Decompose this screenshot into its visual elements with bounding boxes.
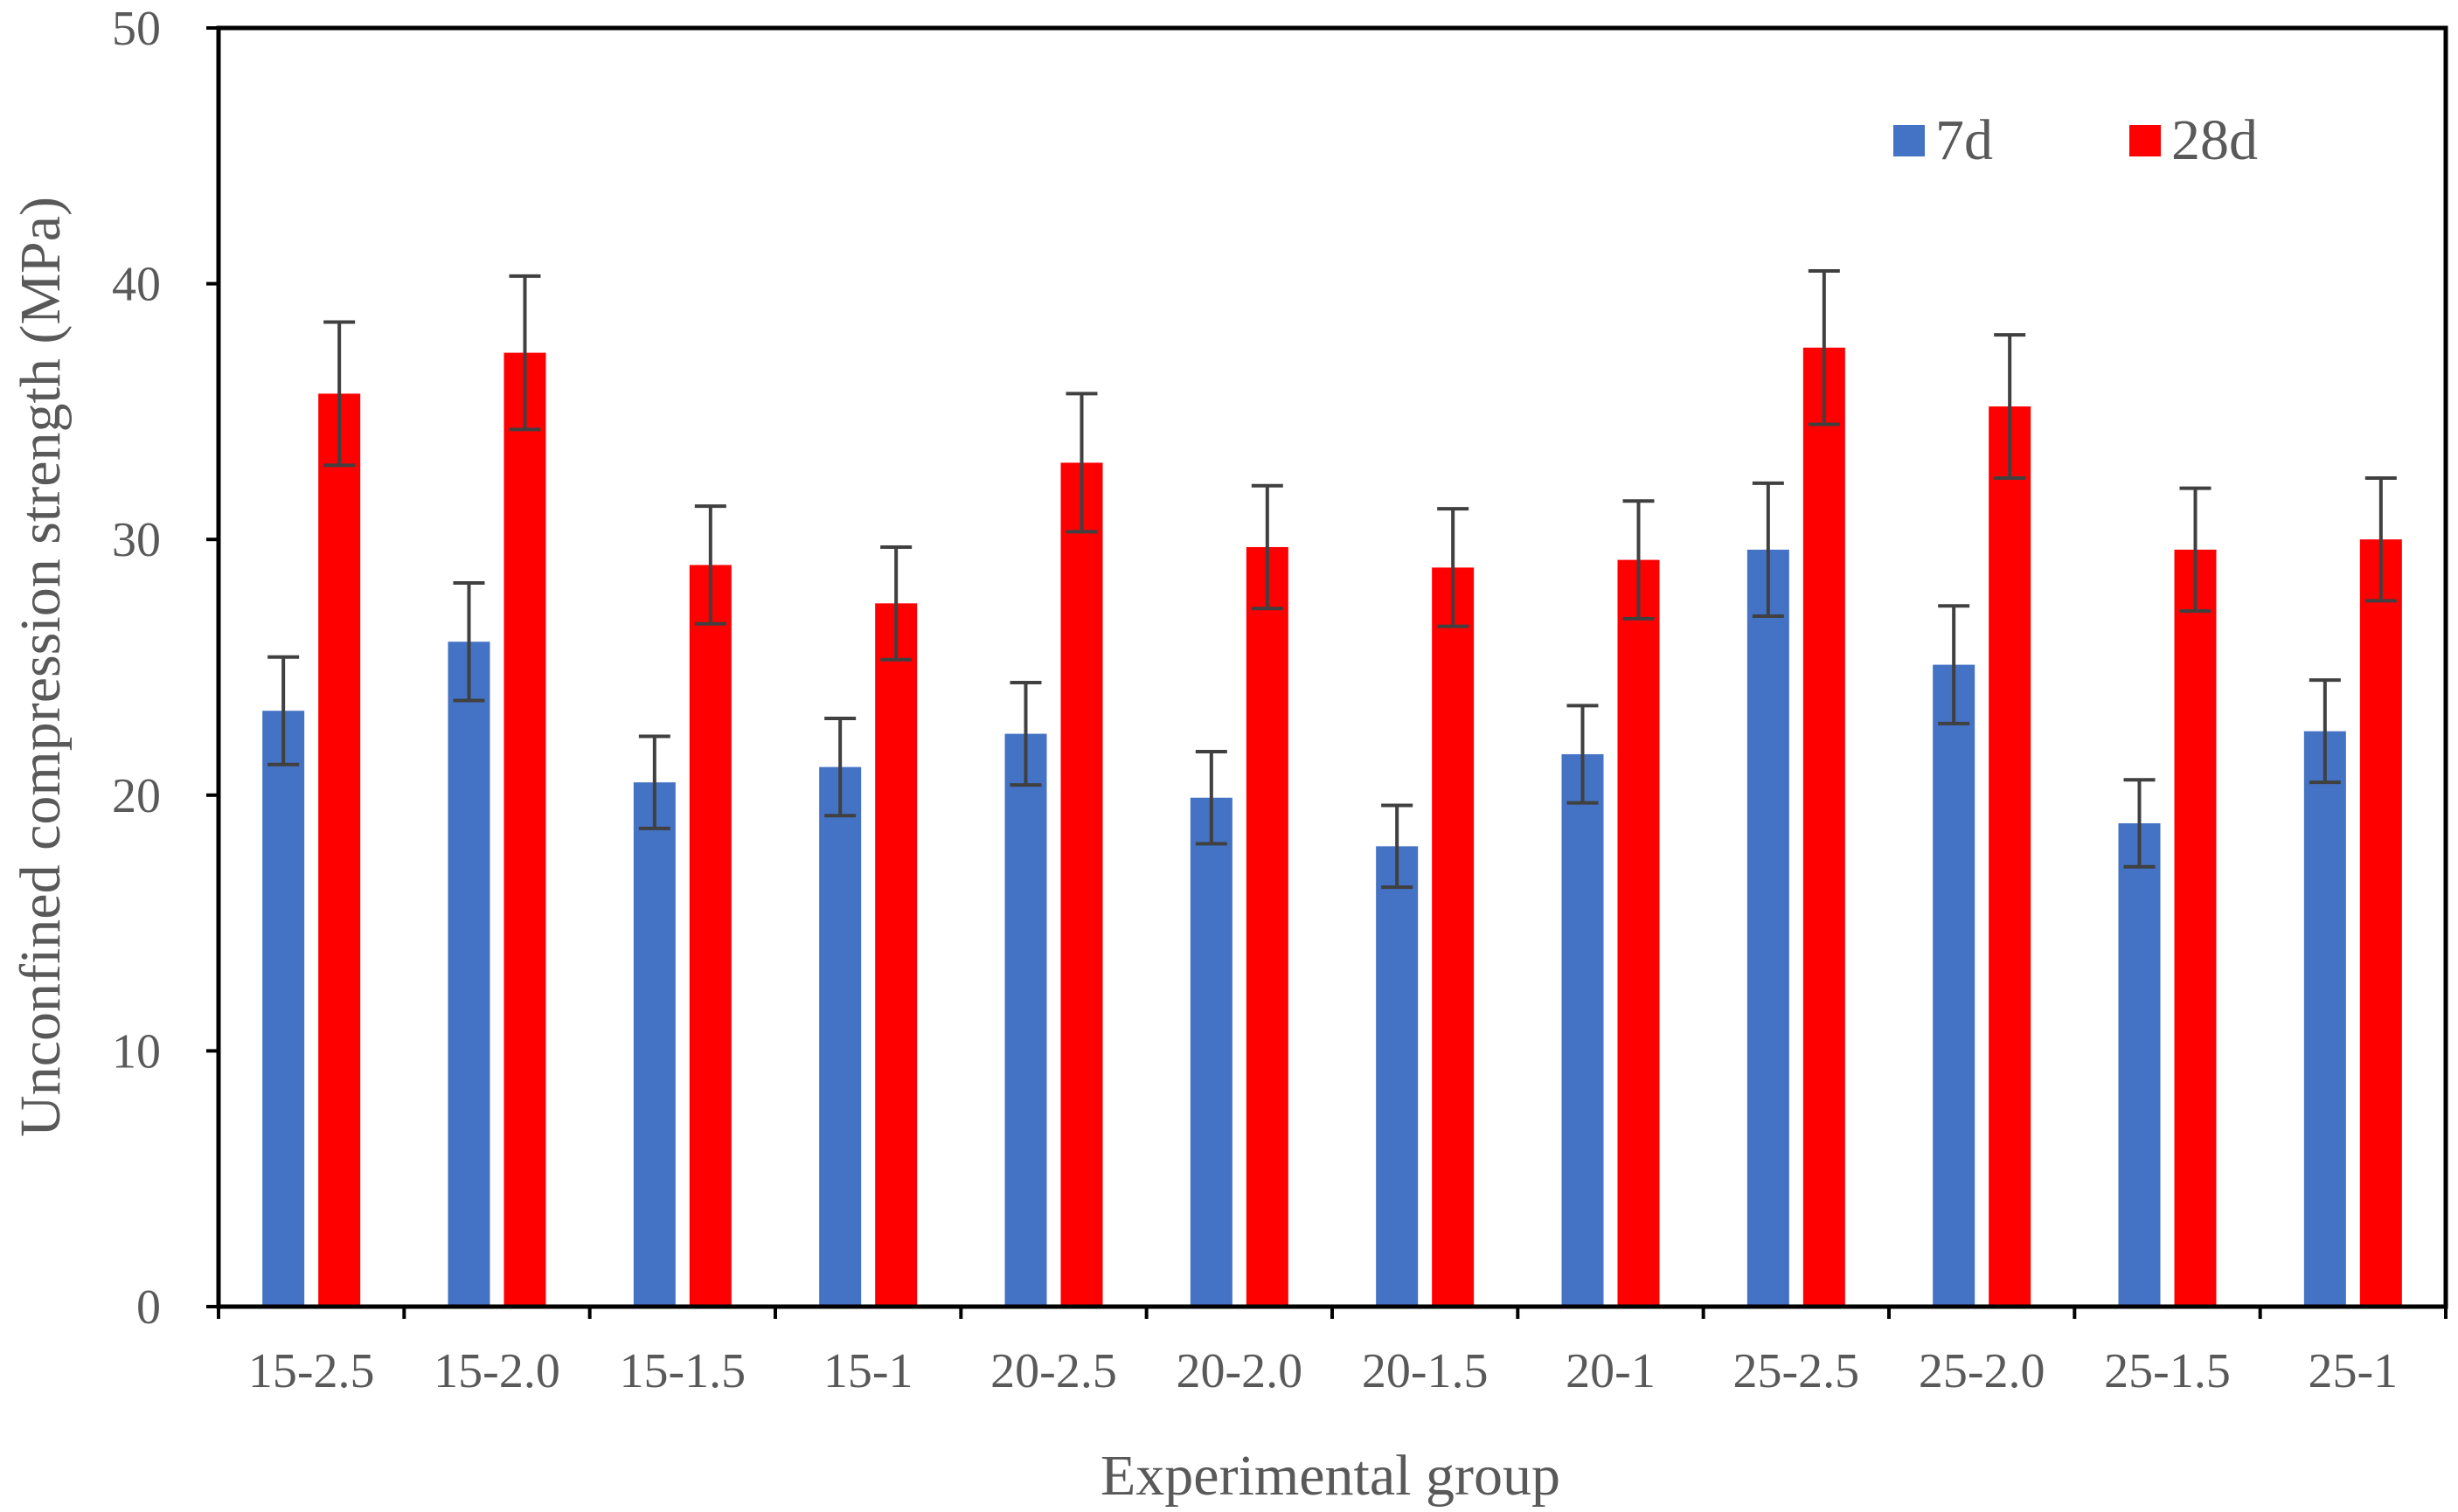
bar-7d-25-2.0 (1933, 664, 1975, 1307)
plot-area-border (216, 25, 2448, 1309)
error-bar-7d-15-2.5 (267, 655, 300, 766)
error-bar-7d-25-1 (2309, 678, 2341, 785)
bar-28d-20-1.5 (1432, 567, 1475, 1307)
error-bar-7d-15-2.0 (453, 580, 485, 703)
x-tick-label-25-1: 25-1 (2309, 1344, 2399, 1398)
error-bar-7d-25-1.5 (2123, 778, 2156, 869)
bar-7d-15-1 (819, 766, 862, 1307)
legend-swatch-28d (2129, 125, 2161, 156)
error-bar-28d-20-1.5 (1437, 507, 1469, 628)
error-bar-28d-15-1 (880, 544, 913, 662)
x-tick-label-15-1.5: 15-1.5 (620, 1344, 746, 1398)
y-tick-label-20: 20 (112, 769, 161, 823)
bar-28d-20-1 (1617, 559, 1660, 1307)
legend: 7d 28d (1893, 108, 2258, 172)
bar-7d-20-1 (1561, 753, 1604, 1307)
bar-28d-20-2.5 (1060, 462, 1103, 1307)
error-bar-7d-20-2.0 (1195, 750, 1227, 846)
x-tick-label-15-1: 15-1 (823, 1344, 913, 1398)
bar-7d-20-2.5 (1004, 733, 1047, 1307)
legend-label-7d: 7d (1935, 108, 1993, 172)
bar-7d-15-1.5 (633, 782, 676, 1307)
series-28d (318, 268, 2402, 1307)
x-tick-label-20-1.5: 20-1.5 (1362, 1344, 1489, 1398)
y-tick-label-10: 10 (112, 1024, 161, 1079)
x-tick-label-25-1.5: 25-1.5 (2104, 1344, 2231, 1398)
plot-frame (216, 25, 2448, 1309)
y-axis-title: Unconfined compression strength (MPa) (9, 197, 73, 1137)
x-tick-label-25-2.5: 25-2.5 (1733, 1344, 1860, 1398)
x-tick-label-15-2.5: 15-2.5 (248, 1344, 375, 1398)
bar-28d-20-2.0 (1246, 546, 1288, 1307)
bar-28d-25-1.5 (2174, 549, 2217, 1307)
error-bar-28d-20-1 (1622, 499, 1655, 621)
error-bar-28d-15-2.0 (509, 274, 541, 432)
y-tick-label-30: 30 (112, 513, 161, 567)
error-bar-7d-20-1 (1566, 704, 1599, 805)
error-bar-28d-15-2.5 (323, 320, 356, 468)
bar-28d-15-2.5 (318, 393, 361, 1307)
error-bar-28d-25-2.0 (1994, 333, 2026, 480)
legend-label-28d: 28d (2171, 108, 2258, 172)
bar-7d-15-2.5 (262, 711, 305, 1307)
bar-28d-25-2.5 (1802, 347, 1845, 1307)
y-tick-label-40: 40 (112, 258, 161, 312)
series-7d (262, 481, 2346, 1307)
error-bar-7d-25-2.5 (1752, 481, 1784, 618)
y-axis: 0 10 20 30 40 50 (112, 2, 219, 1335)
x-tick-label-15-2.0: 15-2.0 (434, 1344, 560, 1398)
error-bar-28d-15-1.5 (694, 504, 726, 626)
error-bar-28d-20-2.5 (1066, 392, 1098, 534)
bar-7d-20-1.5 (1376, 846, 1419, 1307)
bar-7d-15-2.0 (448, 642, 490, 1307)
error-bar-7d-25-2.0 (1938, 604, 1970, 725)
y-tick-label-0: 0 (136, 1280, 161, 1335)
bar-28d-25-2.0 (1989, 406, 2031, 1307)
error-bar-7d-15-1.5 (638, 734, 670, 830)
error-bar-7d-20-1.5 (1381, 803, 1413, 890)
error-bar-28d-25-1 (2364, 475, 2397, 603)
x-tick-label-20-2.5: 20-2.5 (990, 1344, 1117, 1398)
error-bar-28d-20-2.0 (1251, 483, 1283, 611)
error-bar-28d-25-1.5 (2179, 486, 2212, 614)
series-marks (262, 268, 2402, 1307)
x-tick-label-20-1: 20-1 (1566, 1344, 1656, 1398)
x-axis-title: Experimental group (1101, 1444, 1560, 1508)
bar-7d-20-2.0 (1190, 797, 1232, 1307)
bar-28d-25-1 (2359, 539, 2402, 1307)
x-tick-label-25-2.0: 25-2.0 (1919, 1344, 2045, 1398)
error-bar-28d-25-2.5 (1808, 268, 1840, 427)
bar-28d-15-1 (875, 603, 918, 1307)
bar-7d-25-2.5 (1746, 549, 1789, 1307)
legend-swatch-7d (1893, 125, 1925, 156)
bar-7d-25-1 (2303, 731, 2346, 1307)
bar-28d-15-2.0 (503, 352, 546, 1307)
bar-7d-25-1.5 (2118, 822, 2161, 1307)
y-tick-label-50: 50 (112, 2, 161, 56)
x-tick-label-20-2.0: 20-2.0 (1177, 1344, 1303, 1398)
error-bar-7d-20-2.5 (1010, 681, 1042, 787)
x-axis: 15-2.5 15-2.0 15-1.5 15-1 20-2.5 20-2.0 20-1.5… (217, 1304, 2448, 1398)
bar-28d-15-1.5 (689, 565, 732, 1307)
error-bar-7d-15-1 (824, 717, 857, 818)
